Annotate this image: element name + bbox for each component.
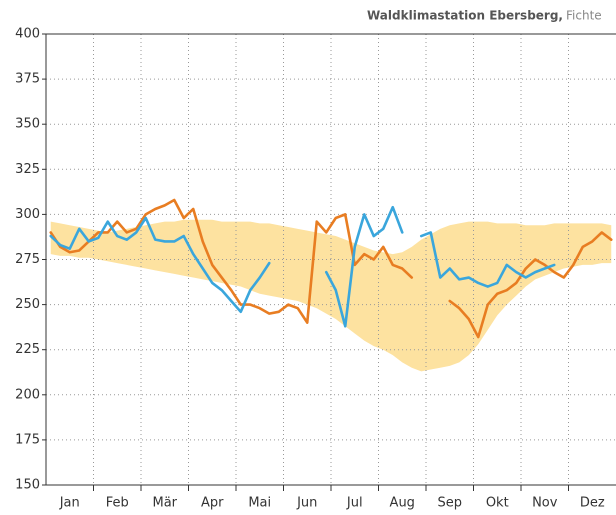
y-tick-label: 225	[15, 342, 40, 357]
series-line	[49, 198, 613, 339]
y-tick-label: 375	[15, 72, 40, 87]
x-tick-label: Okt	[486, 496, 509, 511]
x-tick-label: Sep	[437, 496, 462, 511]
x-tick-label: Feb	[106, 496, 129, 511]
x-tick-label: Mär	[152, 496, 177, 511]
x-tick-label: Apr	[201, 496, 224, 511]
x-tick-label: Mai	[248, 496, 271, 511]
y-tick-label: 300	[15, 207, 40, 222]
x-tick-label: Jun	[296, 496, 317, 511]
x-tick-label: Aug	[390, 496, 415, 511]
y-tick-label: 275	[15, 252, 40, 267]
y-tick-label: 400	[15, 27, 40, 42]
chart-subtitle: Fichte	[566, 9, 602, 23]
x-tick-label: Nov	[532, 496, 558, 511]
y-tick-label: 150	[15, 478, 40, 493]
y-tick-label: 350	[15, 117, 40, 132]
series-line	[49, 205, 556, 328]
y-tick-label: 250	[15, 297, 40, 312]
x-tick-label: Jan	[59, 496, 80, 511]
band-area	[50, 219, 612, 372]
y-tick-label: 175	[15, 432, 40, 447]
y-tick-label: 325	[15, 162, 40, 177]
x-tick-label: Jul	[346, 496, 363, 511]
y-tick-label: 200	[15, 387, 40, 402]
x-tick-label: Dez	[580, 496, 605, 511]
chart-title: Waldklimastation Ebersberg,	[367, 9, 563, 23]
